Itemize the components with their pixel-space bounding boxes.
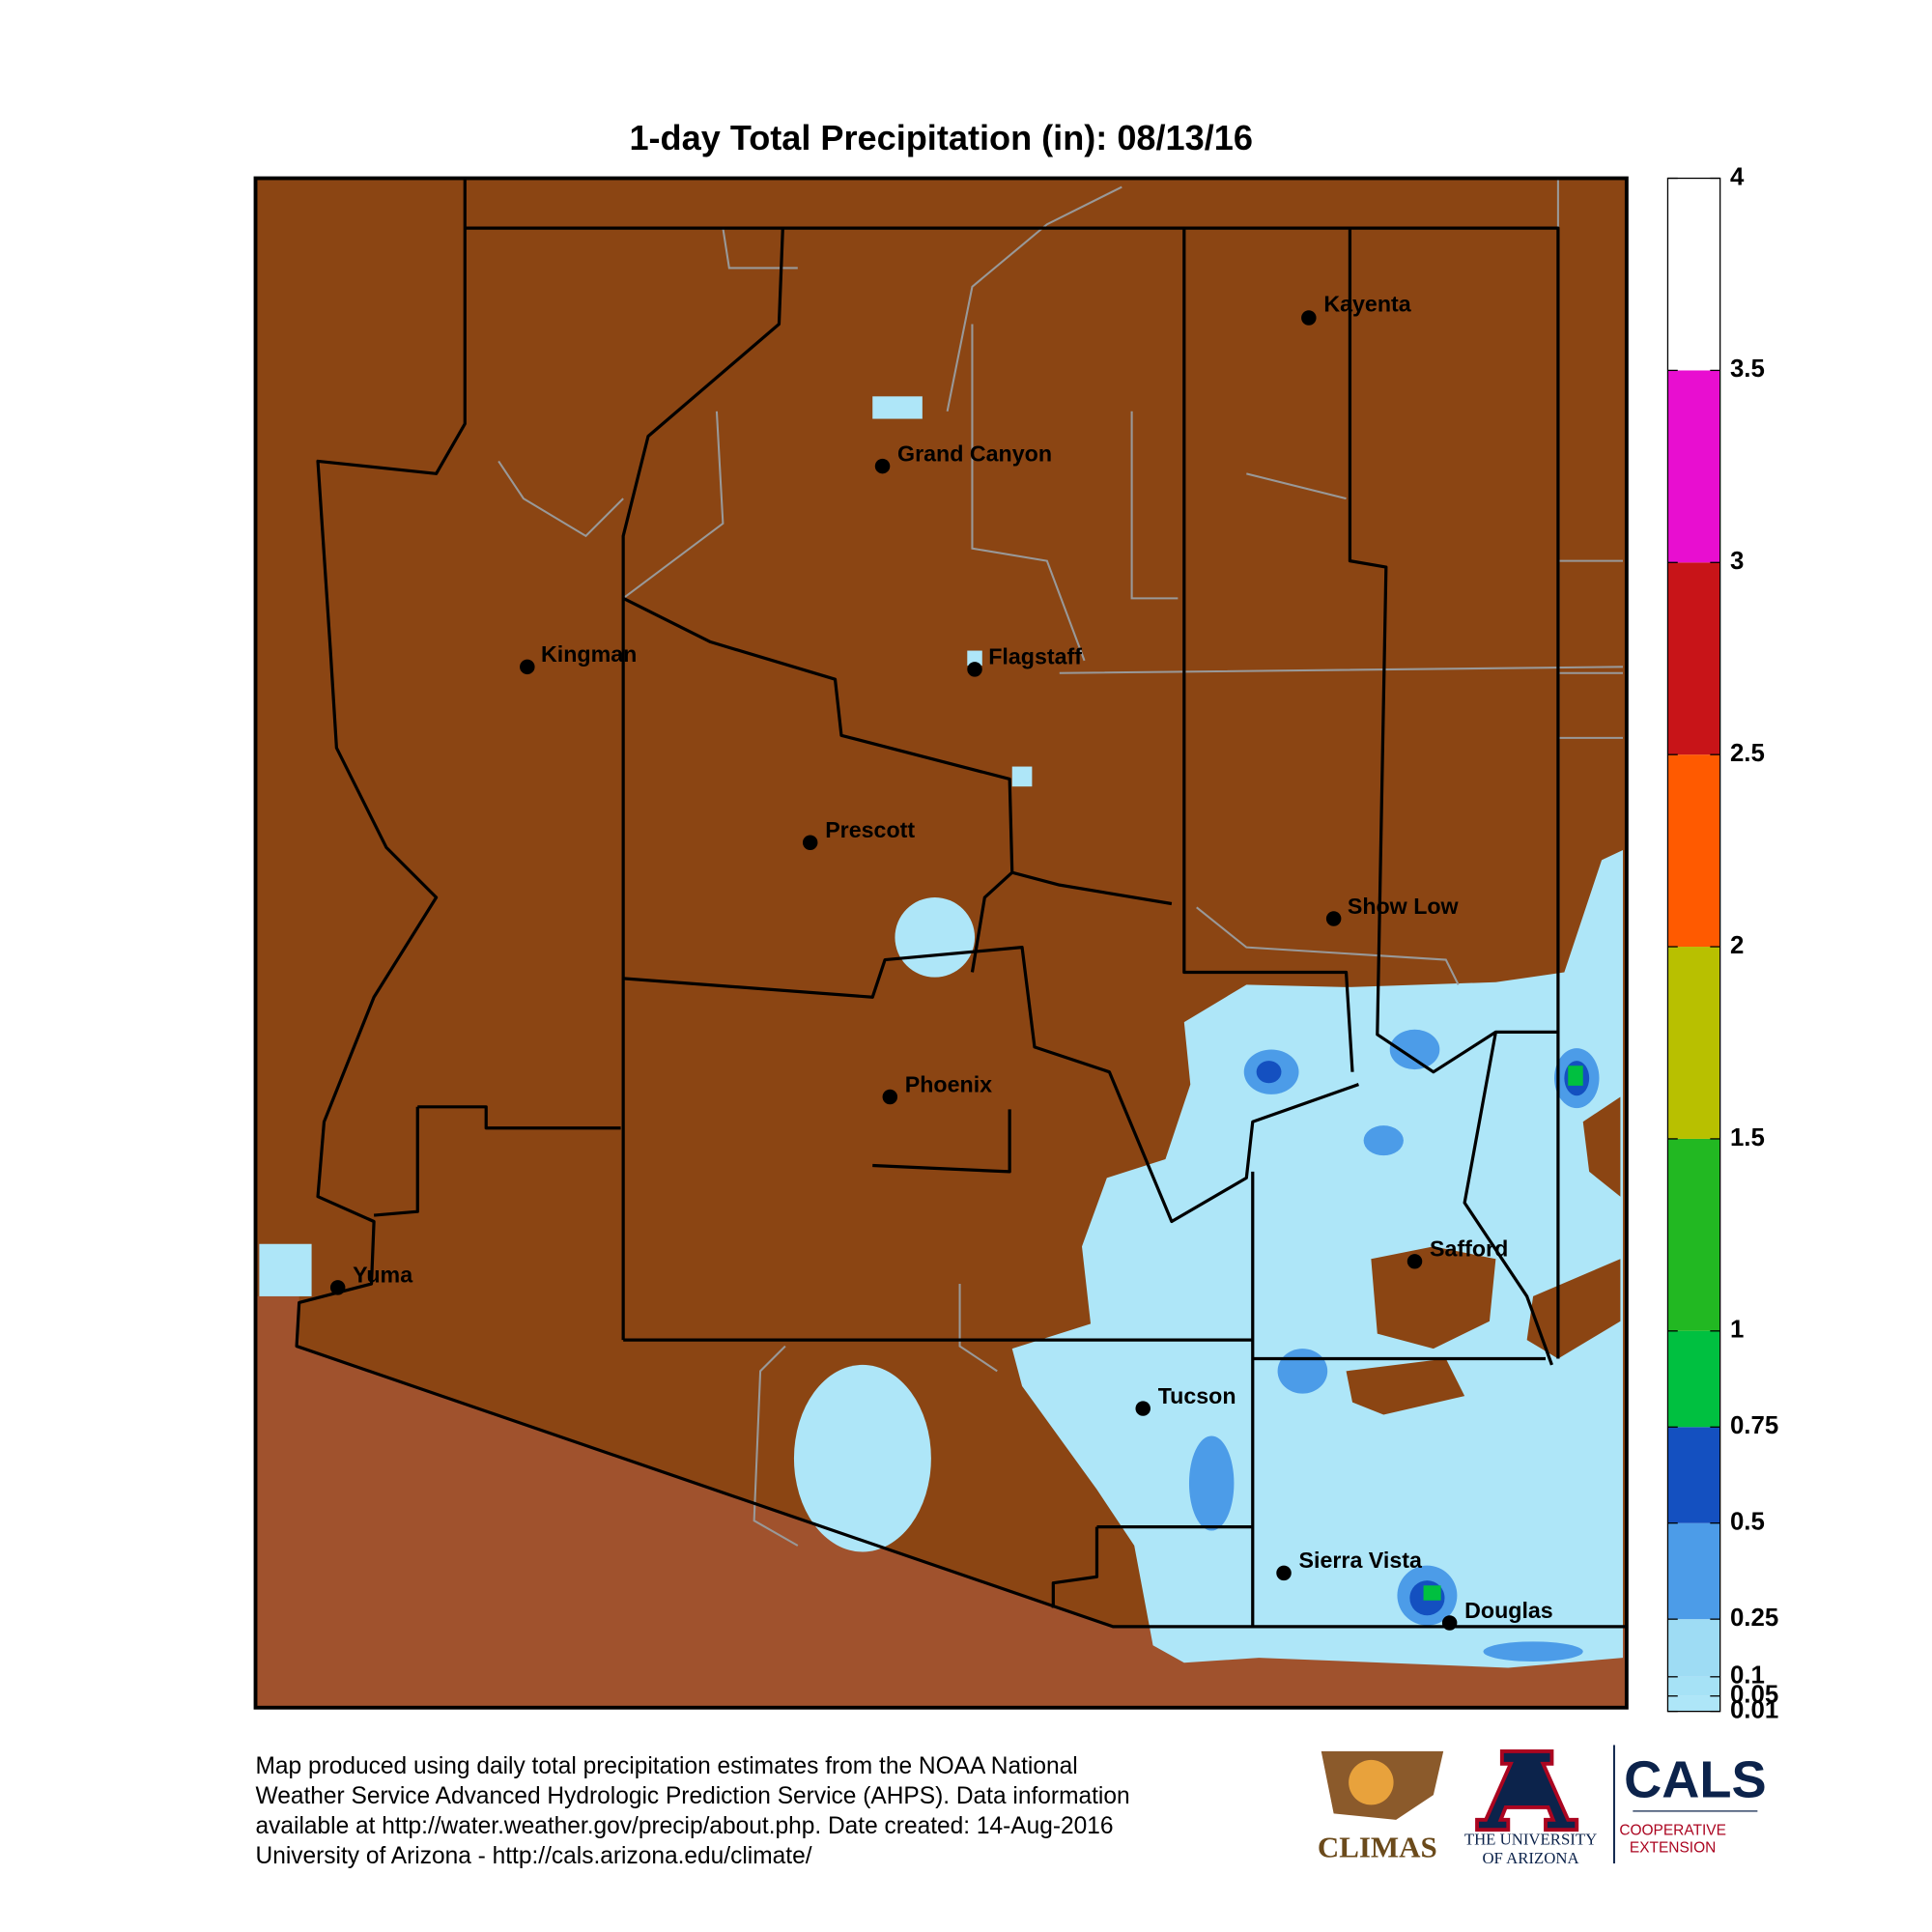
- colorbar-tick-label: 0.05: [1730, 1682, 1778, 1709]
- colorbar-tick-label: 4: [1730, 163, 1745, 190]
- colorbar-band: [1667, 754, 1720, 948]
- cals-sub: COOPERATIVE: [1619, 1822, 1726, 1838]
- city-label: Safford: [1430, 1236, 1508, 1262]
- footer-line: University of Arizona - http://cals.ariz…: [256, 1843, 812, 1869]
- colorbar-band: [1667, 947, 1720, 1139]
- colorbar-tick-label: 2: [1730, 932, 1744, 959]
- map: Kayenta Grand Canyon Kingman Flagstaff P…: [253, 176, 1629, 1710]
- map-title: 1-day Total Precipitation (in): 08/13/16: [629, 118, 1252, 157]
- colorbar-band: [1667, 1427, 1720, 1523]
- city-label: Yuma: [353, 1263, 413, 1288]
- logos: CLIMAS THE UNIVERSITY OF ARIZONA CALS CO…: [1318, 1745, 1767, 1867]
- colorbar-band: [1667, 1695, 1720, 1712]
- precip-area: [872, 396, 923, 419]
- colorbar-band: [1667, 178, 1720, 371]
- state-lines: [497, 178, 1624, 1547]
- dry-areas: [1346, 1096, 1621, 1415]
- city-label: Sierra Vista: [1299, 1548, 1423, 1573]
- colorbar-band: [1667, 1522, 1720, 1620]
- city-label: Grand Canyon: [897, 440, 1052, 466]
- colorbar-tick-label: 1: [1730, 1317, 1744, 1344]
- county-lines: [295, 178, 1627, 1629]
- colorbar-tick-label: 3: [1730, 548, 1744, 575]
- dry-area: [1371, 1246, 1496, 1350]
- precip-area: [793, 1364, 931, 1552]
- dry-area: [1526, 1259, 1621, 1359]
- footer-line: Weather Service Advanced Hydrologic Pred…: [256, 1783, 1130, 1809]
- colorbar-tick-label: 0.01: [1730, 1696, 1778, 1723]
- colorbar-tick-label: 0.1: [1730, 1662, 1765, 1690]
- climas-text: CLIMAS: [1318, 1831, 1437, 1864]
- colorbar-frame: [1666, 177, 1721, 1713]
- climas-sun: [1349, 1759, 1394, 1805]
- colorbar: 0.010.050.1 0.25 0.5 0.75 1 1.5 2 2.5 3 3.5 4: [1666, 163, 1778, 1723]
- city-label: Prescott: [825, 817, 915, 842]
- mexico: [255, 1295, 1627, 1708]
- colorbar-band: [1667, 1330, 1720, 1428]
- precip-area: [895, 897, 976, 978]
- colorbar-tick-label: 0.5: [1730, 1509, 1765, 1536]
- colorbar-band: [1667, 562, 1720, 755]
- city-label: Show Low: [1348, 894, 1460, 919]
- city-label: Flagstaff: [988, 644, 1082, 669]
- dry-area: [1582, 1096, 1621, 1197]
- city-dots: [329, 310, 1458, 1631]
- footer: Map produced using daily total precipita…: [256, 1753, 1130, 1869]
- city-label: Douglas: [1464, 1598, 1553, 1623]
- precip-areas: [259, 396, 1623, 1668]
- cals-sub: EXTENSION: [1630, 1839, 1716, 1856]
- colorbar-band: [1667, 370, 1720, 563]
- cals-text: CALS: [1624, 1751, 1767, 1809]
- map-frame: [253, 176, 1629, 1710]
- colorbar-band: [1667, 1676, 1720, 1696]
- ua-logo: [1475, 1748, 1579, 1833]
- precip-area: [967, 650, 982, 667]
- wet-spots: [1188, 1029, 1600, 1662]
- city-label: Tucson: [1158, 1383, 1236, 1408]
- colorbar-tick-label: 3.5: [1730, 355, 1765, 383]
- footer-line: Map produced using daily total precipita…: [256, 1753, 1078, 1779]
- colorbar-tick-label: 0.75: [1730, 1412, 1778, 1439]
- colorbar-band: [1667, 1138, 1720, 1331]
- city-label: Phoenix: [905, 1071, 992, 1096]
- ua-text: THE UNIVERSITY: [1464, 1831, 1597, 1849]
- colorbar-tick-label: 0.25: [1730, 1605, 1778, 1632]
- city-label: Kayenta: [1323, 292, 1411, 317]
- precip-area: [1011, 766, 1033, 787]
- ua-text: OF ARIZONA: [1482, 1849, 1578, 1867]
- footer-line: available at http://water.weather.gov/pr…: [256, 1813, 1114, 1839]
- precip-area: [259, 1243, 312, 1296]
- colorbar-tick-label: 1.5: [1730, 1124, 1765, 1151]
- colorbar-tick-label: 2.5: [1730, 740, 1765, 767]
- colorbar-band: [1667, 1619, 1720, 1677]
- city-label: Kingman: [541, 641, 637, 667]
- precip-area: [1011, 850, 1623, 1668]
- dry-area: [1346, 1358, 1465, 1415]
